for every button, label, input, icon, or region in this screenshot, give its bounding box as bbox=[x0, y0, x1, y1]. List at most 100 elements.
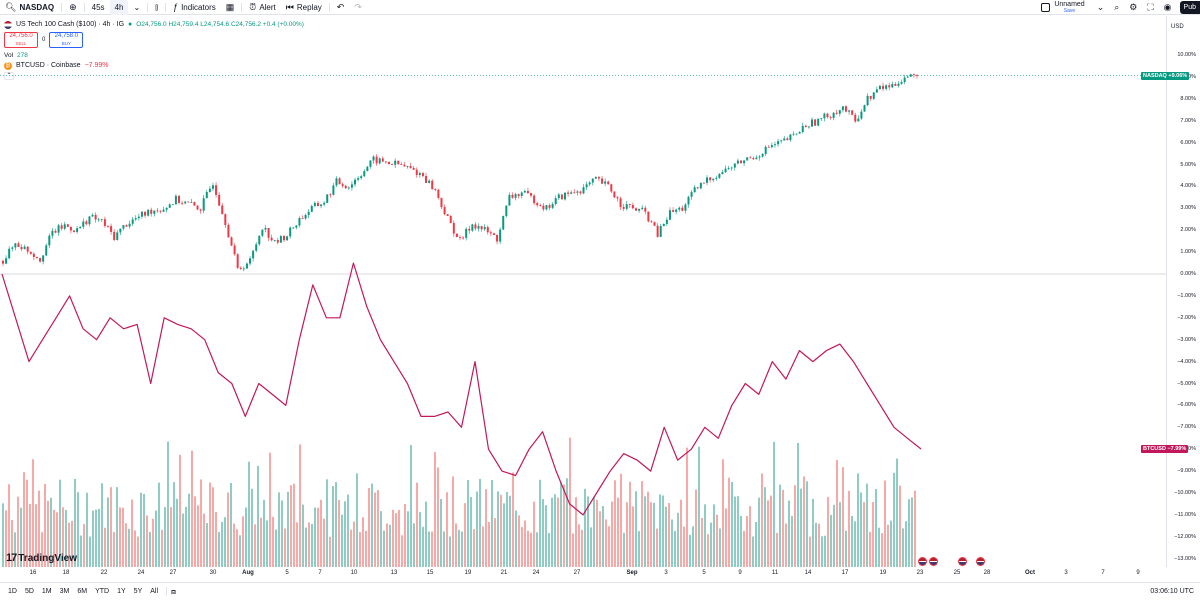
range-1m[interactable]: 1M bbox=[41, 588, 52, 595]
templates-button[interactable]: ▦ bbox=[221, 0, 240, 15]
candle-body bbox=[134, 218, 137, 220]
volume-bar bbox=[434, 452, 436, 567]
buy-button[interactable]: 24,758.0 BUY bbox=[49, 32, 84, 48]
volume-bar bbox=[266, 520, 268, 567]
volume-bar bbox=[284, 528, 286, 567]
interval-dropdown[interactable]: ⌄ bbox=[128, 0, 145, 15]
range-5y[interactable]: 5Y bbox=[133, 588, 143, 595]
candle-body bbox=[242, 268, 245, 270]
event-marker-icon[interactable] bbox=[929, 557, 938, 566]
volume-bar bbox=[38, 490, 40, 567]
layout-icon[interactable] bbox=[1041, 3, 1051, 12]
candle-body bbox=[162, 209, 165, 212]
candle-body bbox=[906, 76, 909, 78]
volume-bar bbox=[206, 523, 208, 567]
toolbar-right: Unnamed Save ⌄ ⌕ ⚙︎ ⛶ ◉ Pub bbox=[1041, 0, 1200, 15]
volume-bar bbox=[149, 532, 151, 567]
sell-button[interactable]: 24,756.0 SELL bbox=[4, 32, 38, 48]
gear-icon[interactable]: ⚙︎ bbox=[1129, 2, 1138, 12]
alert-button[interactable]: ⏰︎ Alert bbox=[244, 0, 280, 15]
candle-body bbox=[841, 106, 844, 111]
candle-body bbox=[817, 118, 820, 126]
main-series-legend[interactable]: US Tech 100 Cash ($100) · 4h · IG ● O24,… bbox=[4, 20, 304, 30]
candle-body bbox=[601, 178, 604, 184]
btc-series-line[interactable] bbox=[1, 262, 922, 516]
chart-canvas[interactable] bbox=[0, 16, 1166, 567]
volume-bar bbox=[29, 503, 31, 567]
volume-bar bbox=[527, 530, 529, 567]
candle-body bbox=[437, 189, 440, 198]
price-axis[interactable]: USD 10.00%9.00%8.00%7.00%6.00%5.00%4.00%… bbox=[1166, 16, 1200, 567]
event-marker-icon[interactable] bbox=[918, 557, 927, 566]
chart-type-button[interactable]: ⫾ bbox=[150, 0, 163, 15]
camera-icon[interactable]: ◉ bbox=[1163, 2, 1172, 12]
fullscreen-icon[interactable]: ⛶ bbox=[1147, 2, 1154, 12]
compare-button[interactable]: ⊕ bbox=[64, 0, 82, 15]
candle-body bbox=[301, 217, 304, 219]
volume-bar bbox=[452, 476, 454, 567]
range-5d[interactable]: 5D bbox=[24, 588, 34, 595]
event-marker-icon[interactable] bbox=[958, 557, 967, 566]
interval-4h[interactable]: 4h bbox=[109, 0, 129, 15]
volume-bar bbox=[686, 447, 688, 567]
candle-body bbox=[505, 205, 508, 217]
publish-button[interactable]: Pub bbox=[1179, 1, 1200, 14]
volume-bar bbox=[740, 516, 742, 567]
candle-body bbox=[539, 205, 542, 206]
replay-button[interactable]: ⏮︎ Replay bbox=[281, 0, 327, 15]
collapse-legend-button[interactable]: ⌃ bbox=[4, 72, 14, 80]
volume-bar bbox=[245, 507, 247, 567]
indicators-icon: ƒ bbox=[173, 2, 179, 12]
candle-body bbox=[66, 224, 69, 227]
volume-bar bbox=[875, 488, 877, 567]
event-marker-icon[interactable] bbox=[976, 557, 985, 566]
chevron-down-icon[interactable]: ⌄ bbox=[1096, 2, 1105, 12]
undo-button[interactable]: ↶ bbox=[332, 0, 350, 15]
volume-bar bbox=[548, 533, 550, 567]
volume-bar bbox=[785, 523, 787, 567]
price-tick-label: −12.00% bbox=[1174, 533, 1196, 540]
volume-bar bbox=[887, 524, 889, 567]
candle-body bbox=[743, 160, 746, 164]
symbol-search[interactable]: 🔍︎ NASDAQ bbox=[0, 0, 59, 15]
volume-legend[interactable]: Vol 278 bbox=[4, 51, 304, 61]
calendar-range-icon[interactable]: ⧈ bbox=[171, 586, 177, 596]
indicators-button[interactable]: ƒ Indicators bbox=[168, 0, 221, 15]
volume-bar bbox=[854, 521, 856, 567]
utc-clock[interactable]: 03:06:10 UTC bbox=[1150, 588, 1194, 595]
time-tick-label: 7 bbox=[1101, 570, 1105, 576]
candle-body bbox=[168, 204, 171, 208]
price-tick-label: −4.00% bbox=[1177, 358, 1196, 365]
replay-label: Replay bbox=[296, 2, 322, 12]
candle-body bbox=[400, 164, 403, 165]
tradingview-logo[interactable]: 17 TradingView bbox=[6, 552, 77, 564]
range-3m[interactable]: 3M bbox=[59, 588, 70, 595]
volume-bar bbox=[68, 522, 70, 567]
undo-icon: ↶ bbox=[336, 1, 345, 12]
volume-bar bbox=[146, 515, 148, 567]
candle-body bbox=[261, 229, 264, 236]
range-1d[interactable]: 1D bbox=[8, 588, 17, 595]
quick-search-icon[interactable]: ⌕ bbox=[1114, 2, 1120, 12]
candle-body bbox=[872, 92, 875, 99]
compare-series-legend[interactable]: ₿ BTCUSD · Coinbase −7.99% bbox=[4, 61, 304, 71]
range-1y[interactable]: 1Y bbox=[117, 588, 126, 595]
interval-45s[interactable]: 45s bbox=[91, 2, 105, 12]
volume-bar bbox=[341, 514, 343, 567]
range-all[interactable]: All bbox=[150, 588, 159, 595]
candle-body bbox=[403, 164, 406, 167]
volume-bar bbox=[914, 490, 916, 567]
volume-bar bbox=[773, 441, 775, 567]
time-axis[interactable]: 16 18 22 24 27 30 Aug 5 7 10 13 15 19 21 24 27 Sep 3 5 9 11 1… bbox=[0, 567, 1166, 581]
redo-button[interactable]: ↷ bbox=[349, 0, 367, 15]
layout-name[interactable]: Unnamed Save bbox=[1054, 1, 1084, 15]
time-tick-label: 24 bbox=[532, 570, 540, 576]
volume-bar bbox=[902, 528, 904, 567]
volume-bar bbox=[308, 522, 310, 567]
candle-body bbox=[699, 182, 702, 189]
range-ytd[interactable]: YTD bbox=[95, 588, 110, 595]
volume-bar bbox=[827, 496, 829, 567]
candle-body bbox=[888, 85, 891, 88]
range-6m[interactable]: 6M bbox=[77, 588, 88, 595]
volume-bar bbox=[569, 437, 571, 567]
